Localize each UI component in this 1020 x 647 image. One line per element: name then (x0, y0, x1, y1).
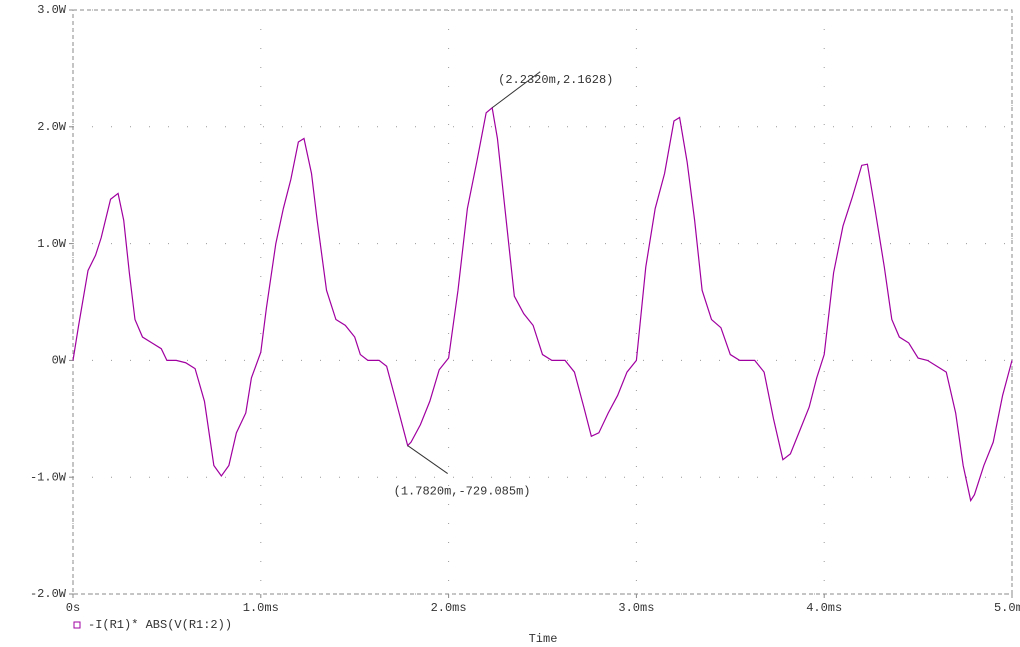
x-tick-label: 2.0ms (431, 601, 467, 615)
x-tick-label: 5.0ms (994, 601, 1020, 615)
annotation-label: (1.7820m,-729.085m) (394, 485, 531, 499)
y-tick-label: 2.0W (37, 120, 67, 134)
y-tick-label: -1.0W (30, 470, 67, 484)
annotation-label: (2.2320m,2.1628) (498, 73, 613, 87)
x-tick-label: 1.0ms (243, 601, 279, 615)
y-tick-label: -2.0W (30, 587, 67, 601)
x-tick-label: 4.0ms (806, 601, 842, 615)
y-tick-label: 3.0W (37, 3, 67, 17)
plot-frame (72, 9, 1013, 595)
legend-label: -I(R1)* ABS(V(R1:2)) (88, 618, 232, 632)
series-line (72, 106, 1013, 503)
y-tick-label: 1.0W (37, 237, 67, 251)
x-tick-label: 3.0ms (618, 601, 654, 615)
y-tick-label: 0W (52, 354, 67, 368)
legend-swatch (73, 621, 81, 629)
x-tick-label: 0s (66, 601, 80, 615)
annotation-leader (491, 71, 541, 109)
annotation-leader (407, 445, 448, 474)
x-axis-label: Time (529, 632, 558, 646)
